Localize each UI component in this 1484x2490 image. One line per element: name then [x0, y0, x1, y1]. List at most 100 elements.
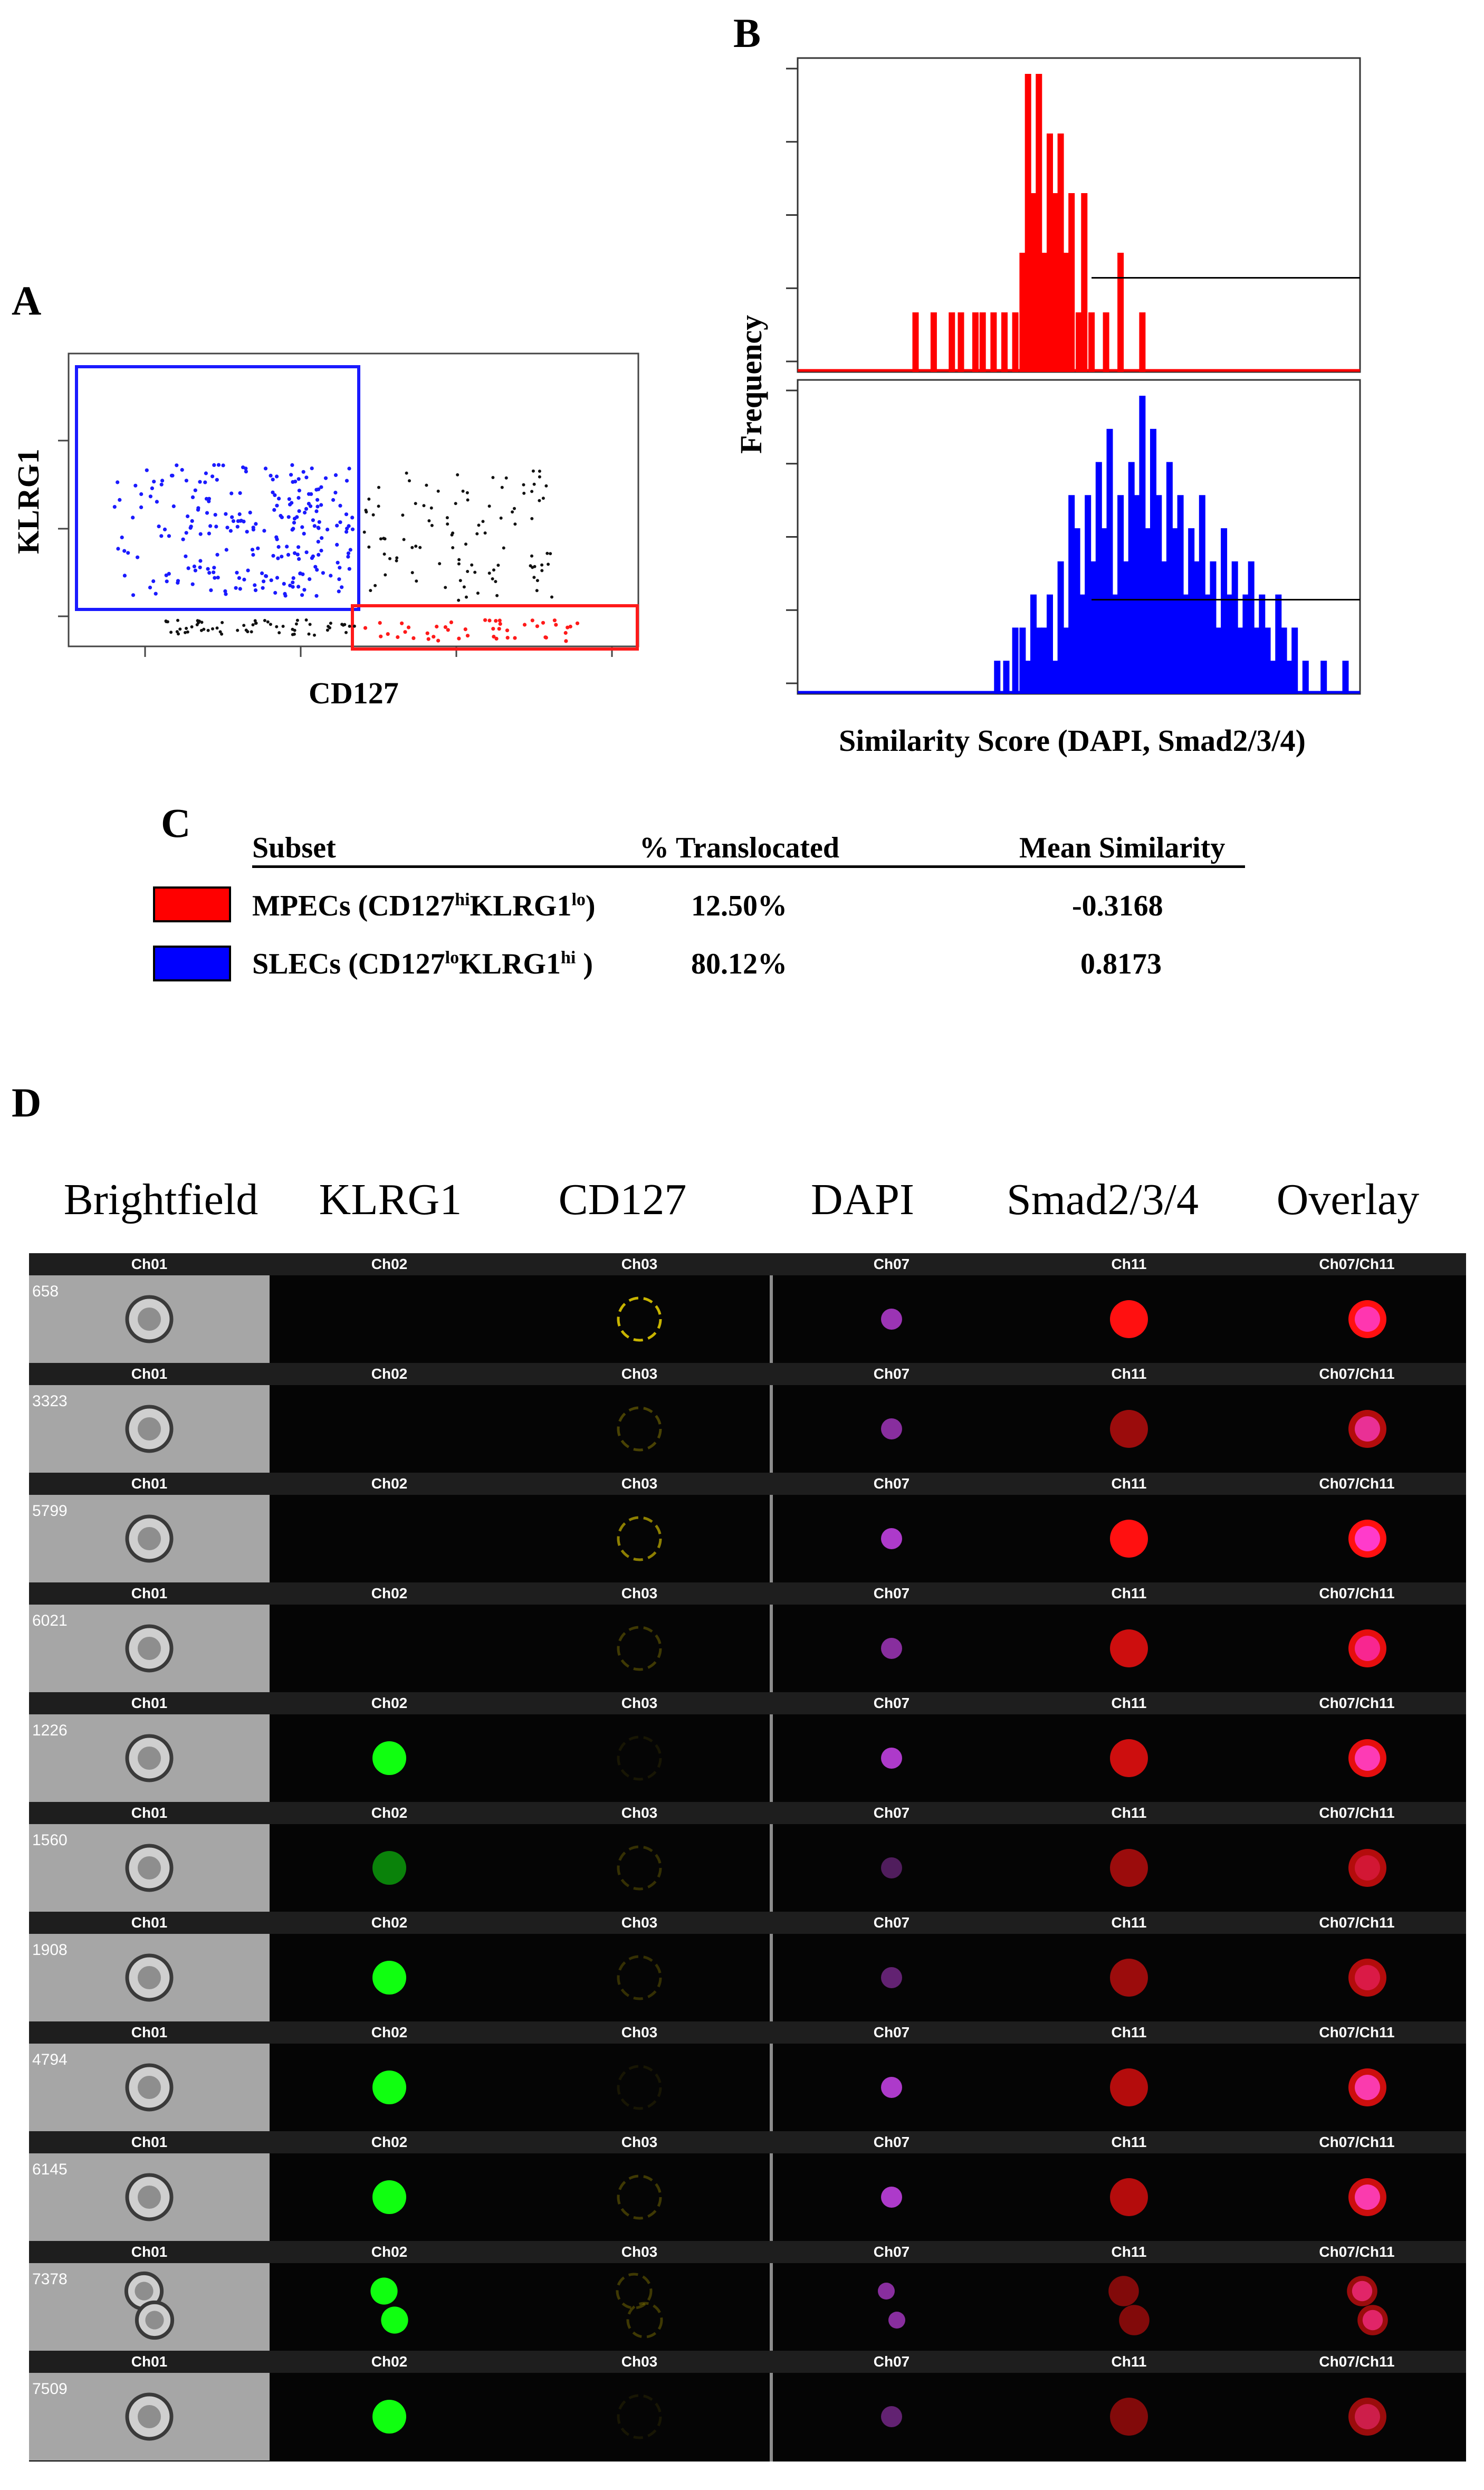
- scatter-point-mpec: [505, 636, 510, 640]
- scatter-point-ungated: [295, 618, 299, 622]
- col-header-dapi: DAPI: [810, 1175, 914, 1224]
- scatter-point-ungated: [414, 502, 417, 505]
- scatter-point-ungated: [177, 632, 180, 636]
- brightfield-nucleus: [138, 1417, 161, 1440]
- scatter-point-mpec: [494, 636, 499, 641]
- scatter-point-slec: [276, 545, 281, 549]
- scatter-point-ungated: [365, 510, 368, 514]
- scatter-point-slec: [315, 498, 320, 502]
- scatter-point-ungated: [458, 579, 462, 583]
- channel-label: Ch07/Ch11: [1319, 2134, 1395, 2150]
- scatter-point-ungated: [352, 624, 356, 628]
- cd127-signal: [617, 2065, 662, 2110]
- cell-images: [125, 1624, 1386, 1673]
- channel-label: Ch03: [621, 1695, 658, 1711]
- scatter-point-slec: [269, 578, 273, 583]
- scatter-point-ungated: [529, 564, 532, 568]
- cd127-signal: [617, 1406, 662, 1452]
- scatter-point-ungated: [495, 594, 499, 597]
- scatter-point-slec: [175, 463, 179, 468]
- scatter-point-slec: [184, 479, 188, 483]
- panel-b-histograms: [786, 57, 1361, 695]
- scatter-point-slec: [155, 500, 159, 504]
- scatter-point-mpec: [363, 626, 368, 630]
- scatter-point-ungated: [166, 620, 169, 624]
- object-id: 1908: [32, 1941, 68, 1959]
- scatter-point-ungated: [211, 627, 214, 631]
- scatter-point-slec: [313, 565, 318, 569]
- scatter-point-ungated: [242, 624, 246, 627]
- scatter-point-mpec: [378, 621, 382, 625]
- scatter-point-slec: [309, 492, 313, 496]
- mpec-hist-bar: [949, 312, 955, 372]
- scatter-point-slec: [207, 571, 212, 575]
- scatter-point-ungated: [414, 545, 418, 548]
- scatter-point-ungated: [281, 625, 285, 628]
- slec-hist-bar: [1204, 594, 1211, 694]
- channel-label: Ch02: [371, 1805, 408, 1821]
- scatter-point-ungated: [535, 579, 539, 583]
- scatter-point-ungated: [294, 622, 298, 626]
- scatter-point-slec: [296, 477, 301, 481]
- slec-hist-bar: [1199, 495, 1205, 694]
- scatter-point-slec: [337, 589, 341, 594]
- mpec-hist-bar: [1047, 133, 1053, 372]
- scatter-point-slec: [234, 586, 238, 590]
- object-id: 1560: [32, 1831, 68, 1849]
- scatter-point-ungated: [464, 542, 467, 546]
- scatter-point-ungated: [379, 537, 382, 541]
- scatter-point-ungated: [329, 622, 332, 625]
- scatter-point-slec: [273, 493, 277, 497]
- panel-a-xlabel: CD127: [309, 676, 399, 710]
- scatter-point-ungated: [504, 476, 508, 480]
- scatter-point-slec: [310, 466, 314, 471]
- cd127-signal: [617, 1735, 662, 1781]
- scatter-point-slec: [224, 592, 228, 596]
- channel-label: Ch11: [1111, 1475, 1147, 1492]
- scatter-point-slec: [204, 497, 209, 501]
- scatter-point-slec: [198, 559, 203, 563]
- cd127-signal: [617, 2174, 662, 2220]
- scatter-point-slec: [190, 519, 194, 523]
- channel-label: Ch07: [873, 2244, 910, 2260]
- scatter-point-slec: [286, 552, 291, 557]
- scatter-point-slec: [186, 566, 190, 570]
- channel-label: Ch02: [371, 1914, 408, 1931]
- object-id: 7378: [32, 2270, 68, 2288]
- slec-hist-bar: [1150, 428, 1156, 694]
- slec-hist-bar: [1052, 661, 1059, 694]
- slec-hist-bar: [1248, 561, 1255, 694]
- scatter-point-slec: [317, 552, 321, 557]
- mpec-hist-bar: [1062, 253, 1069, 372]
- scatter-point-ungated: [367, 545, 371, 549]
- scatter-point-slec: [139, 505, 143, 509]
- channel-label: Ch03: [621, 1475, 658, 1492]
- scatter-point-slec: [235, 524, 240, 529]
- slec-hist-bar: [1155, 495, 1162, 694]
- channel-header-strip: [29, 1692, 1466, 1714]
- scatter-point-ungated: [535, 589, 539, 593]
- scatter-point-ungated: [371, 513, 375, 517]
- scatter-point-ungated: [367, 497, 371, 501]
- slec-hist-bar: [1188, 528, 1195, 694]
- scatter-point-slec: [151, 579, 156, 584]
- panel-c-letter: C: [161, 800, 191, 846]
- channel-header-strip: [29, 1473, 1466, 1495]
- slec-hist-bar: [1134, 495, 1140, 694]
- slec-hist-bar: [1259, 594, 1266, 694]
- scatter-point-slec: [275, 537, 279, 541]
- scatter-point-slec: [291, 576, 295, 580]
- channel-label: Ch01: [131, 1366, 168, 1382]
- channel-label: Ch02: [371, 1695, 408, 1711]
- scatter-point-slec: [289, 473, 293, 477]
- mpec-translocated: 12.50%: [691, 890, 787, 922]
- scatter-point-slec: [323, 476, 328, 480]
- mpec-hist-bar: [972, 312, 979, 372]
- scatter-point-mpec: [535, 624, 540, 628]
- scatter-point-ungated: [457, 558, 461, 561]
- scatter-point-ungated: [291, 627, 294, 631]
- scatter-point-ungated: [540, 563, 544, 567]
- scatter-point-slec: [228, 529, 233, 533]
- scatter-point-mpec: [492, 635, 496, 639]
- channel-label: Ch03: [621, 2353, 658, 2370]
